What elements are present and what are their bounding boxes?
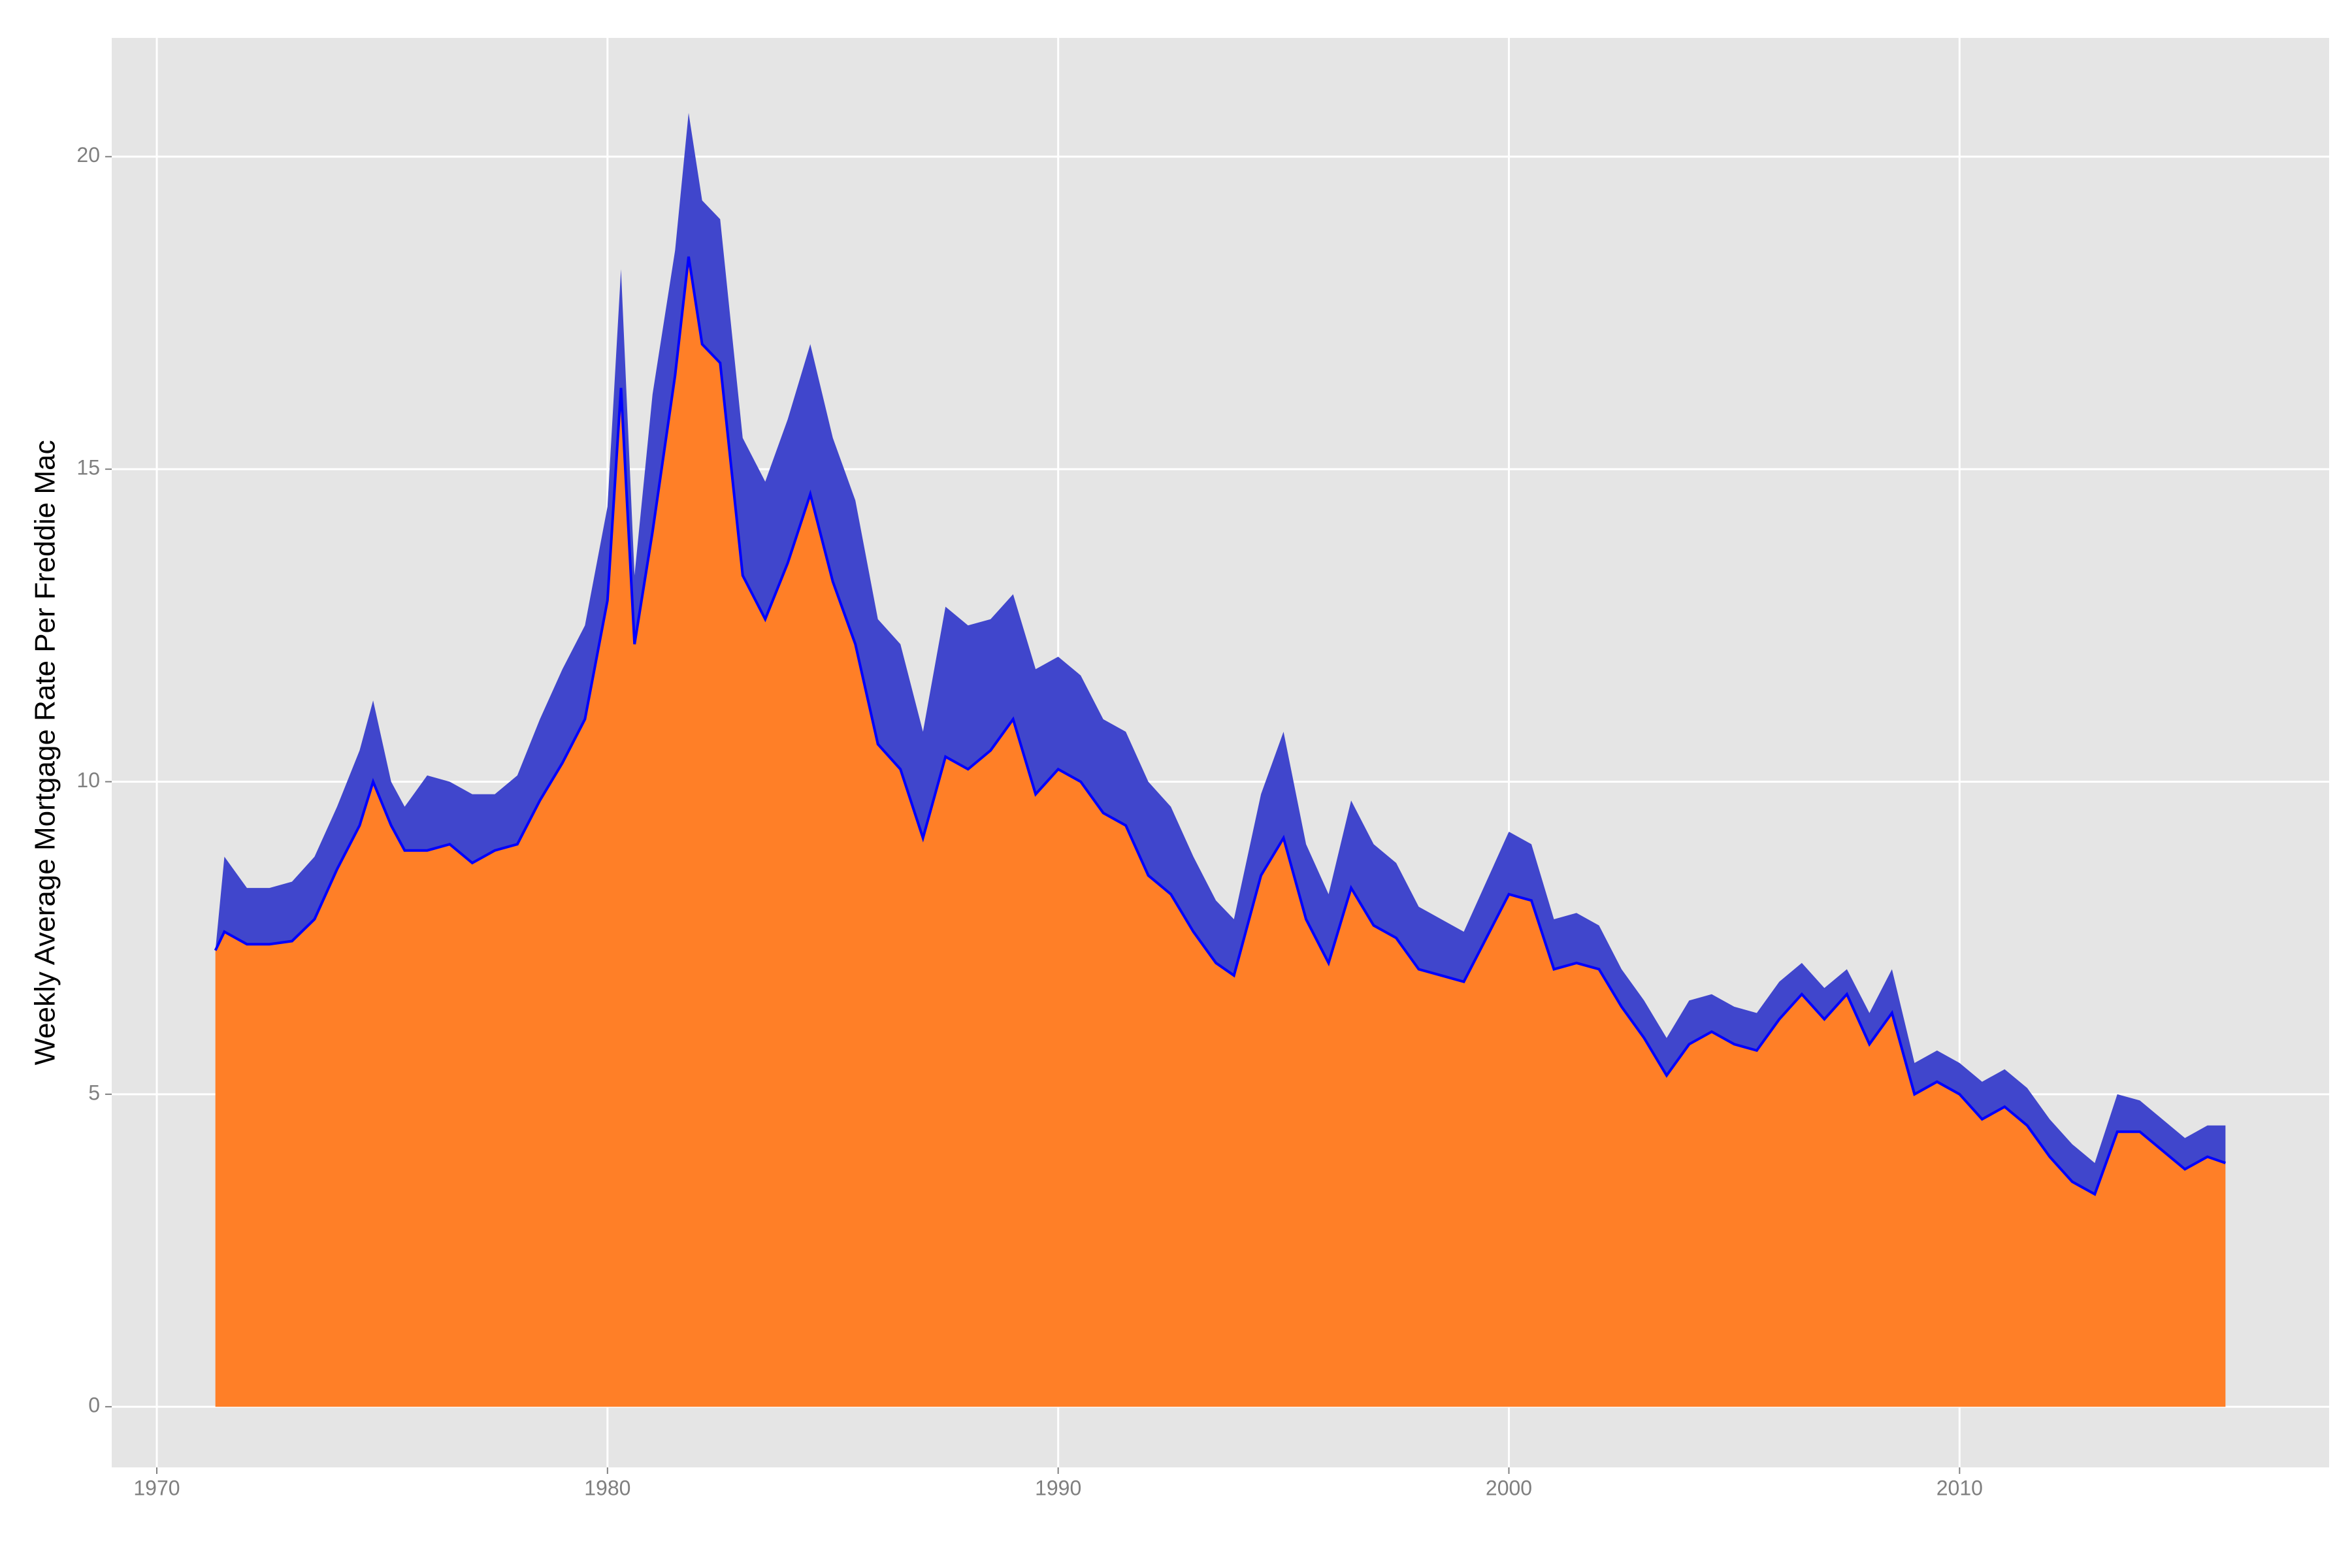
x-tick-label: 2010	[1936, 1476, 1983, 1499]
rate-line	[214, 256, 2226, 1196]
y-tick-label: 5	[88, 1081, 100, 1104]
x-tick-label: 1990	[1035, 1476, 1081, 1499]
y-tick-label: 10	[76, 768, 100, 792]
x-tick-label: 2000	[1486, 1476, 1532, 1499]
y-tick-label: 15	[76, 456, 100, 480]
rate-area	[215, 256, 2226, 1407]
upper-band	[215, 112, 2226, 1194]
y-tick-label: 20	[76, 143, 100, 167]
x-tick-label: 1980	[584, 1476, 630, 1499]
y-axis-label: Weekly Average Mortgage Rate Per Freddie…	[29, 440, 61, 1065]
y-tick-label: 0	[88, 1394, 100, 1417]
x-tick-label: 1970	[133, 1476, 180, 1499]
